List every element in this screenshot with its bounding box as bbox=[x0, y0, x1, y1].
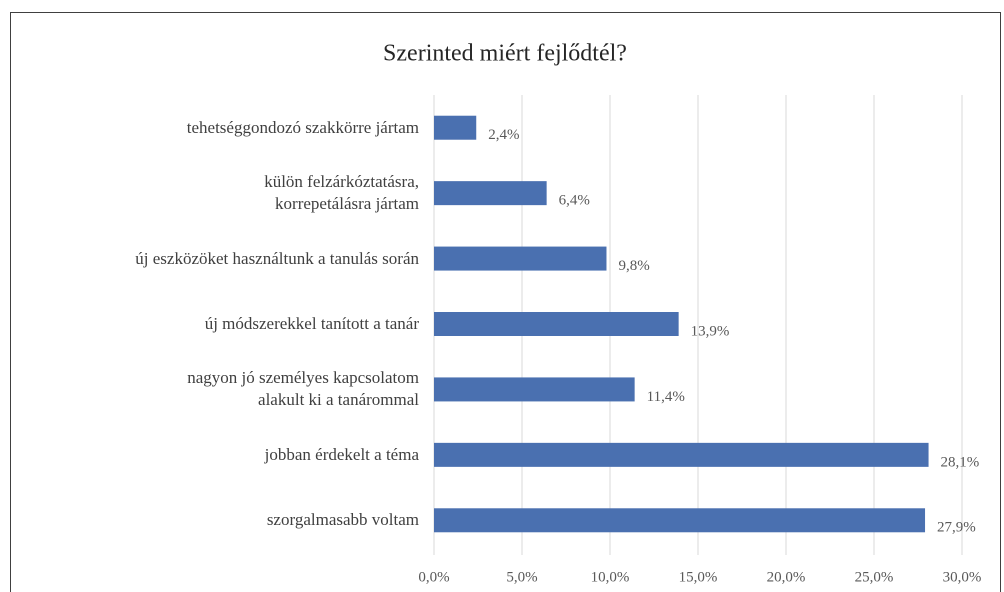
x-tick-label: 20,0% bbox=[767, 569, 806, 585]
data-label: 27,9% bbox=[937, 520, 976, 536]
category-label: új módszerekkel tanított a tanár bbox=[204, 314, 419, 333]
data-label: 6,4% bbox=[559, 193, 590, 209]
data-label: 9,8% bbox=[618, 258, 649, 274]
x-tick-label: 10,0% bbox=[591, 569, 630, 585]
x-tick-label: 5,0% bbox=[506, 569, 537, 585]
bar bbox=[434, 508, 926, 533]
bar bbox=[434, 377, 635, 402]
x-tick-label: 25,0% bbox=[855, 569, 894, 585]
category-label: szorgalmasabb voltam bbox=[266, 510, 419, 530]
category-label: jobban érdekelt a téma bbox=[264, 444, 419, 464]
bar bbox=[434, 442, 929, 467]
chart-title: Szerinted miért fejlődtél? bbox=[383, 41, 627, 67]
bar bbox=[434, 181, 547, 206]
chart-frame bbox=[10, 12, 1001, 592]
bar bbox=[434, 246, 607, 271]
data-label: 2,4% bbox=[488, 127, 519, 143]
x-tick-label: 0,0% bbox=[418, 569, 449, 585]
category-label: külön felzárkóztatásra, korrepetálásra j… bbox=[264, 172, 419, 214]
category-label: nagyon jó személyes kapcsolatom alakult … bbox=[187, 368, 419, 410]
x-tick-label: 15,0% bbox=[679, 569, 718, 585]
data-label: 28,1% bbox=[941, 454, 980, 470]
bar bbox=[434, 115, 477, 140]
data-label: 13,9% bbox=[691, 323, 730, 339]
category-label: új eszközöket használtunk a tanulás sorá… bbox=[135, 248, 419, 268]
bar bbox=[434, 312, 679, 336]
x-tick-label: 30,0% bbox=[943, 569, 982, 585]
category-label: tehetséggondozó szakkörre jártam bbox=[186, 117, 419, 137]
data-label: 11,4% bbox=[647, 389, 685, 405]
